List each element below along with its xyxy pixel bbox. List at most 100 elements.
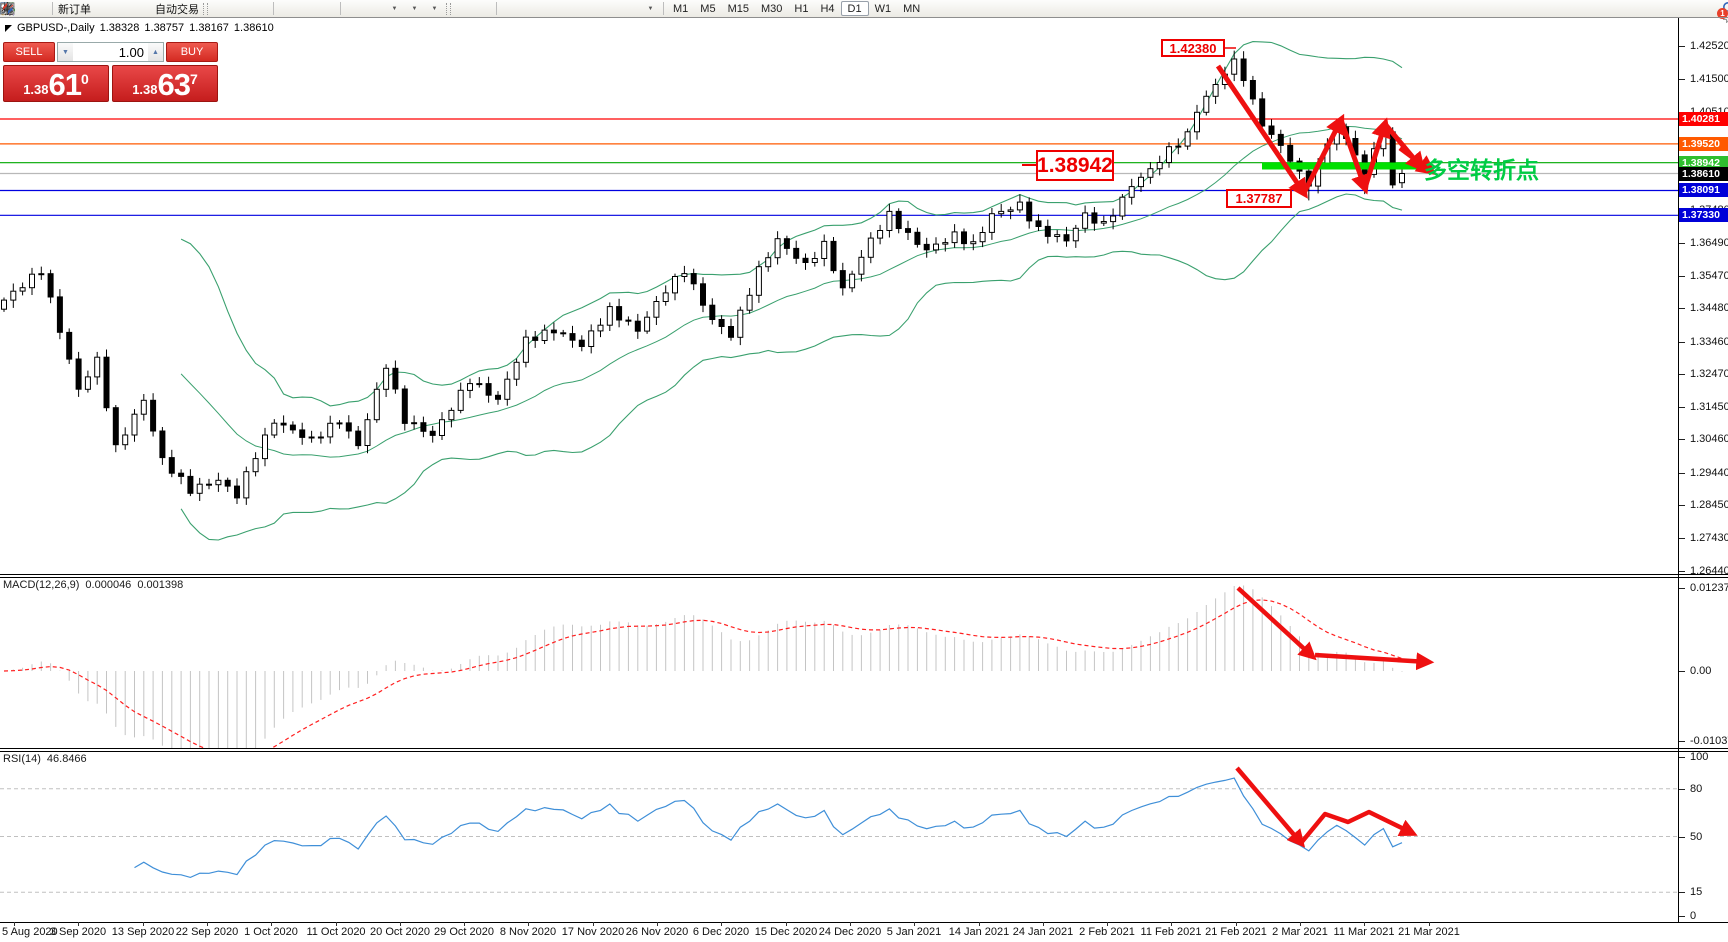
new-order-button[interactable]: 新订单	[2, 1, 93, 17]
bollinger-middle-band	[180, 125, 1403, 458]
candle	[429, 430, 436, 436]
fibonacci-tool-button[interactable]: F	[1, 1, 600, 17]
toolbar-grip[interactable]	[203, 2, 208, 15]
volume-decrease-button[interactable]: ▼	[58, 43, 73, 61]
cursor-tool-button[interactable]	[4, 1, 473, 17]
chart-shift-button[interactable]	[2, 1, 384, 17]
candlestick-chart-button[interactable]	[1, 1, 250, 17]
depth-of-market-button[interactable]	[2, 1, 133, 17]
timeframe-d1[interactable]: D1	[840, 1, 869, 16]
annotation-arrow[interactable]	[1235, 766, 1306, 848]
sell-button[interactable]: SELL	[3, 42, 55, 62]
vertical-line-tool-button[interactable]	[6, 1, 520, 17]
pane-divider[interactable]	[0, 577, 1728, 578]
ohlc-high: 1.38757	[144, 22, 185, 34]
channel-tool-button[interactable]: E	[0, 1, 580, 17]
timeframe-h1[interactable]: H1	[794, 2, 809, 15]
annotation-arrow[interactable]	[1236, 586, 1317, 661]
autotrading-button[interactable]: 自动交易	[1, 1, 201, 17]
annotation-arrow[interactable]	[1314, 652, 1435, 671]
timeframe-m30[interactable]: M30	[760, 2, 783, 15]
annotation-arrow[interactable]	[1362, 117, 1391, 189]
bar-chart-button[interactable]	[2, 1, 230, 17]
arrows-tool-button[interactable]: ▼	[3, 1, 660, 17]
candle	[849, 273, 856, 289]
candle	[29, 273, 35, 289]
annotation-pivot-price-label[interactable]: 1.38942	[1036, 150, 1114, 181]
annotation-peak-price-label[interactable]: 1.42380	[1161, 39, 1225, 57]
annotation-arrow[interactable]	[1338, 119, 1371, 195]
text-tool-button[interactable]: A	[4, 1, 620, 17]
indicators-button[interactable]: ▼	[2, 1, 404, 17]
candle	[672, 276, 678, 294]
bollinger-lower-band	[180, 193, 1403, 541]
candle	[811, 258, 818, 263]
date-label: 5 Jan 2021	[886, 926, 942, 938]
volume-increase-button[interactable]: ▲	[148, 43, 163, 61]
timeframe-h4[interactable]: H4	[820, 2, 835, 15]
buy-price-panel[interactable]: 1.38 63 7	[112, 65, 218, 102]
crosshair-tool-button[interactable]	[1, 1, 493, 17]
axis-tick	[1679, 538, 1685, 539]
candle	[299, 429, 306, 438]
chart-profile-button[interactable]	[0, 1, 49, 17]
line-chart-button[interactable]	[0, 1, 270, 17]
timeframe-w1[interactable]: W1	[874, 2, 892, 15]
search-icon[interactable]	[1722, 1, 1728, 16]
text-label-tool-button[interactable]: T	[1, 1, 640, 17]
candle	[634, 320, 641, 332]
axis-tick-label: 1.30460	[1690, 433, 1728, 445]
candle	[541, 329, 548, 342]
annotation-arrow[interactable]	[1299, 809, 1418, 845]
rsi-indicator-pane[interactable]	[0, 752, 1678, 922]
candle	[1072, 227, 1079, 242]
candle	[317, 436, 324, 439]
candle	[653, 301, 660, 318]
volume-input[interactable]: 1.00	[118, 44, 144, 60]
candle	[728, 326, 734, 338]
zoom-in-button[interactable]	[1, 1, 297, 17]
date-tick	[1300, 922, 1301, 926]
candle	[140, 399, 147, 415]
timeframe-m5[interactable]: M5	[700, 2, 716, 15]
candle	[625, 319, 632, 322]
annotation-turning-point-text[interactable]: 多空转折点	[1424, 157, 1539, 183]
pane-divider[interactable]	[0, 574, 1728, 575]
candle	[336, 422, 343, 425]
annotation-low-price-label[interactable]: 1.37787	[1226, 189, 1292, 208]
pane-divider[interactable]	[0, 751, 1728, 752]
sound-button[interactable]	[1, 1, 153, 17]
toolbar-grip[interactable]	[446, 2, 451, 15]
trendline-tool-button[interactable]	[1, 1, 560, 17]
candle	[942, 242, 949, 245]
timeframe-mn[interactable]: MN	[903, 2, 921, 15]
date-label: 13 Sep 2020	[111, 926, 175, 938]
pane-divider[interactable]	[0, 748, 1728, 749]
bollinger-upper-band	[180, 41, 1403, 407]
styler-button[interactable]	[1, 1, 113, 17]
zoom-out-button[interactable]	[1, 1, 317, 17]
timeframe-m1[interactable]: M1	[673, 2, 689, 15]
main-price-chart[interactable]	[0, 18, 1678, 574]
horizontal-line-tool-button[interactable]	[1, 1, 540, 17]
tile-windows-button[interactable]	[1, 1, 337, 17]
candle	[131, 413, 138, 436]
auto-scroll-button[interactable]	[3, 1, 364, 17]
annotation-arrow[interactable]	[1215, 64, 1308, 199]
price-axis-border	[1678, 18, 1679, 922]
templates-button[interactable]: ▼	[0, 1, 444, 17]
macd-indicator-pane[interactable]	[0, 578, 1678, 748]
date-tick	[1364, 922, 1365, 926]
candle	[112, 407, 119, 446]
candle	[84, 376, 91, 390]
chevron-down-icon: ▼	[391, 5, 398, 12]
date-label: 2 Feb 2021	[1079, 926, 1135, 938]
date-tick	[593, 922, 594, 926]
sell-price-panel[interactable]: 1.38 61 0	[3, 65, 109, 102]
candle	[1035, 220, 1042, 227]
buy-button[interactable]: BUY	[166, 42, 218, 62]
annotation-arrow[interactable]	[1301, 113, 1345, 195]
periods-button[interactable]: ▼	[1, 1, 424, 17]
timeframe-m15[interactable]: M15	[727, 2, 749, 15]
annotation-arrow[interactable]	[1398, 145, 1437, 176]
